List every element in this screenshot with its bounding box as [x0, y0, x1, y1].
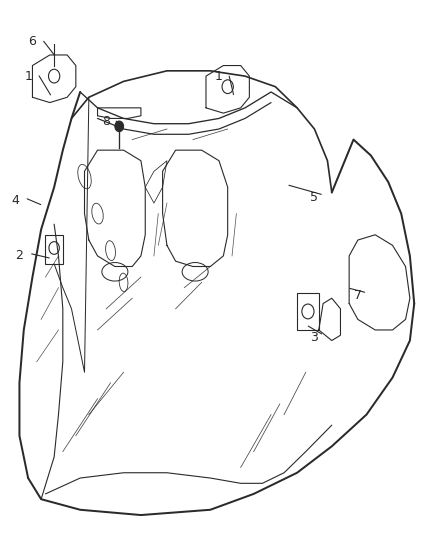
- Bar: [46, 235, 63, 264]
- Text: 3: 3: [311, 332, 318, 344]
- Circle shape: [115, 121, 124, 132]
- Text: 7: 7: [354, 289, 362, 302]
- Bar: [297, 293, 319, 330]
- Text: 5: 5: [311, 191, 318, 204]
- Text: 8: 8: [102, 115, 110, 127]
- Text: 1: 1: [215, 70, 223, 83]
- Text: 6: 6: [28, 35, 36, 49]
- Text: 2: 2: [15, 249, 23, 262]
- Text: 1: 1: [24, 70, 32, 83]
- Text: 4: 4: [11, 194, 19, 207]
